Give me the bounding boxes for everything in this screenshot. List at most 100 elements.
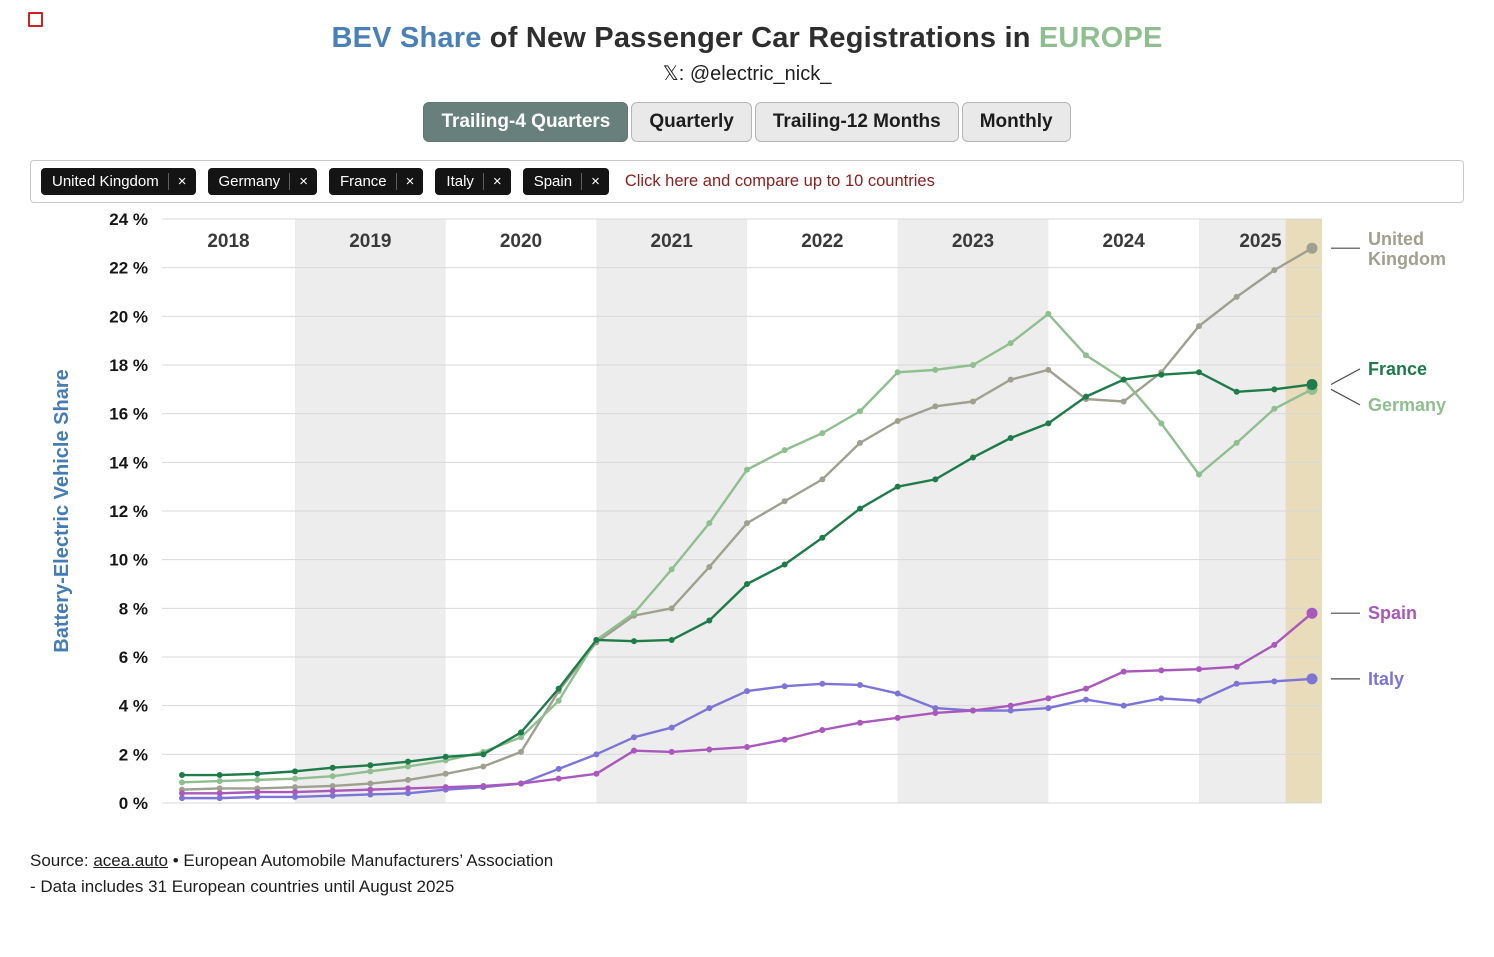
point-spain <box>442 784 449 791</box>
title-region: EUROPE <box>1038 22 1163 54</box>
point-united-kingdom <box>857 439 863 446</box>
y-tick-label: 4 % <box>119 697 148 716</box>
tab-trailing-12-months[interactable]: Trailing-12 Months <box>754 102 959 142</box>
end-point-united-kingdom <box>1306 242 1318 254</box>
y-tick-label: 16 % <box>109 405 148 424</box>
tab-trailing-4-quarters[interactable]: Trailing-4 Quarters <box>423 102 629 142</box>
point-germany <box>555 697 562 704</box>
chip-germany[interactable]: Germany × <box>207 168 317 195</box>
source-line: Source: acea.auto • European Automobile … <box>30 848 1464 874</box>
point-spain <box>1271 641 1278 648</box>
point-france <box>706 617 713 624</box>
point-italy <box>819 680 826 687</box>
point-germany <box>668 566 675 573</box>
point-germany <box>367 768 374 775</box>
point-france <box>781 561 788 568</box>
y-tick-label: 0 % <box>119 794 148 813</box>
point-united-kingdom <box>405 776 411 783</box>
point-italy <box>254 793 261 800</box>
point-spain <box>1120 668 1127 675</box>
point-spain <box>1158 667 1165 674</box>
page-title: BEV Share of New Passenger Car Registrat… <box>30 22 1464 55</box>
point-united-kingdom <box>1007 376 1014 383</box>
point-spain <box>706 746 713 753</box>
view-tabs: Trailing-4 Quarters Quarterly Trailing-12 … <box>30 102 1464 142</box>
point-united-kingdom <box>292 784 298 791</box>
point-france <box>216 772 223 779</box>
chip-remove-icon[interactable]: × <box>492 173 502 190</box>
point-spain <box>744 744 750 751</box>
point-germany <box>970 362 976 368</box>
point-france <box>405 758 411 765</box>
point-france <box>292 768 298 775</box>
chip-remove-icon[interactable]: × <box>591 173 600 190</box>
point-germany <box>1083 352 1089 359</box>
y-tick-label: 6 % <box>119 648 148 667</box>
point-germany <box>706 520 713 527</box>
chip-divider <box>581 173 583 190</box>
point-france <box>744 581 750 587</box>
chip-spain[interactable]: Spain × <box>522 168 609 195</box>
point-germany <box>781 447 788 454</box>
point-united-kingdom <box>480 763 487 770</box>
series-label-united-kingdom: United Kingdom <box>1368 229 1446 269</box>
point-france <box>1120 376 1127 383</box>
expand-icon[interactable] <box>28 12 43 27</box>
point-spain <box>1233 663 1240 670</box>
point-france <box>1271 386 1278 393</box>
point-france <box>1045 420 1052 427</box>
point-spain <box>668 748 675 755</box>
point-italy <box>555 765 562 772</box>
point-united-kingdom <box>819 476 826 483</box>
point-united-kingdom <box>781 498 788 505</box>
end-point-italy <box>1306 673 1318 685</box>
chip-remove-icon[interactable]: × <box>299 173 308 190</box>
tab-quarterly[interactable]: Quarterly <box>631 102 752 142</box>
point-france <box>1083 393 1089 400</box>
point-germany <box>329 773 336 780</box>
point-spain <box>179 790 185 797</box>
point-italy <box>1271 678 1278 685</box>
point-italy <box>744 688 750 695</box>
point-germany <box>179 779 185 786</box>
source-prefix: Source: <box>30 851 89 870</box>
point-germany <box>1196 471 1202 478</box>
point-italy <box>593 751 600 758</box>
chip-united-kingdom[interactable]: United Kingdom × <box>41 168 196 195</box>
source-link[interactable]: acea.auto <box>93 851 169 870</box>
point-germany <box>292 775 298 782</box>
chip-remove-icon[interactable]: × <box>177 173 187 190</box>
point-france <box>932 476 939 483</box>
tab-monthly[interactable]: Monthly <box>961 102 1071 142</box>
point-spain <box>329 787 336 794</box>
point-germany <box>1233 439 1240 446</box>
source-footer: Source: acea.auto • European Automobile … <box>30 848 1464 901</box>
year-label-2019: 2019 <box>349 231 391 252</box>
point-italy <box>292 793 298 800</box>
point-germany <box>631 610 637 617</box>
point-united-kingdom <box>744 520 750 527</box>
point-italy <box>932 705 939 712</box>
chip-remove-icon[interactable]: × <box>405 173 415 190</box>
label-connector-germany <box>1330 388 1361 406</box>
point-united-kingdom <box>668 605 675 612</box>
year-label-2018: 2018 <box>207 231 249 252</box>
chip-italy[interactable]: Italy × <box>435 168 511 195</box>
point-italy <box>367 791 374 798</box>
point-italy <box>631 734 637 741</box>
point-united-kingdom <box>216 785 223 792</box>
point-spain <box>819 727 826 733</box>
y-tick-label: 22 % <box>109 259 148 278</box>
point-united-kingdom <box>894 417 901 424</box>
point-germany <box>216 778 223 785</box>
compare-hint[interactable]: Click here and compare up to 10 countrie… <box>624 172 935 190</box>
point-italy <box>1120 702 1127 709</box>
point-germany <box>254 776 261 783</box>
country-filter-bar: United Kingdom × Germany × France × Italy × Spai… <box>30 160 1464 203</box>
point-france <box>593 636 600 643</box>
chip-divider <box>167 173 169 190</box>
point-germany <box>819 430 826 437</box>
chip-france[interactable]: France × <box>328 168 424 195</box>
point-france <box>819 534 826 541</box>
series-label-spain: Spain <box>1368 603 1417 623</box>
